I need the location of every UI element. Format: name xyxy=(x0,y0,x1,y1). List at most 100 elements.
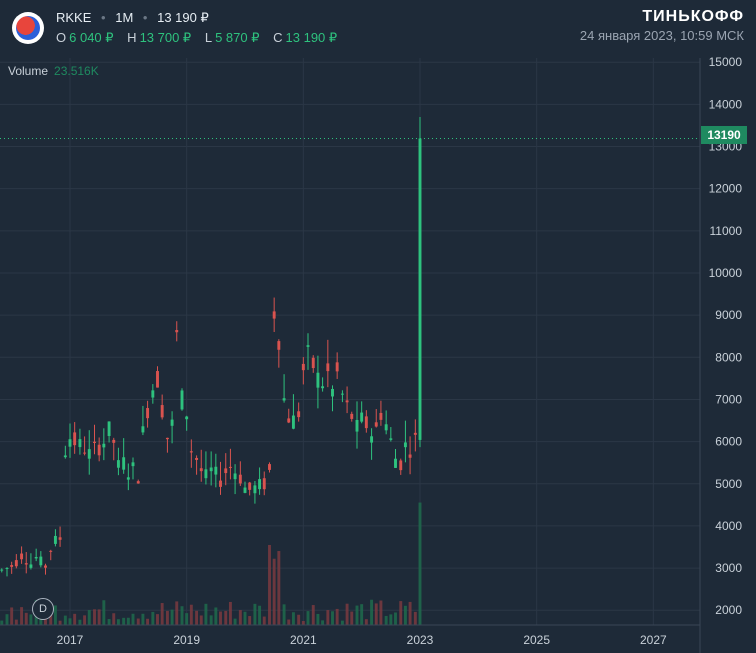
candle-body xyxy=(214,466,218,475)
candle-body xyxy=(228,466,232,468)
candle-body xyxy=(253,485,257,494)
candle-body xyxy=(10,565,14,567)
volume-bar xyxy=(170,609,174,625)
y-tick-label: 8000 xyxy=(715,350,742,364)
candle-body xyxy=(112,439,116,443)
candle-body xyxy=(14,560,18,567)
volume-bar xyxy=(331,611,334,625)
volume-bar xyxy=(126,617,130,625)
close-value: 13 190 ₽ xyxy=(285,30,338,45)
volume-bar xyxy=(53,605,57,625)
candle-body xyxy=(350,413,354,419)
candle-body xyxy=(287,418,291,423)
candle-body xyxy=(219,480,222,487)
volume-bar xyxy=(63,615,67,625)
candle-body xyxy=(403,442,407,448)
y-tick-label: 2000 xyxy=(715,603,742,617)
volume-bar xyxy=(146,618,150,625)
volume-bar xyxy=(248,616,252,625)
candle-body xyxy=(199,468,203,472)
candle-body xyxy=(243,487,247,493)
candle-body xyxy=(268,464,271,470)
separator-dot: • xyxy=(142,10,148,25)
candle-body xyxy=(165,437,169,440)
dividend-badge[interactable]: D xyxy=(32,598,54,620)
volume-bar xyxy=(272,558,276,625)
candle-body xyxy=(355,419,359,432)
x-tick-label: 2023 xyxy=(407,633,434,647)
candle-body xyxy=(24,563,28,565)
candle-body xyxy=(63,455,67,458)
volume-bars xyxy=(0,502,422,625)
volume-bar xyxy=(389,614,393,625)
candle-body xyxy=(131,462,135,467)
volume-bar xyxy=(384,615,388,625)
candle-body xyxy=(399,460,403,471)
candle-body xyxy=(370,436,374,443)
candle-body xyxy=(340,393,344,395)
candle-body xyxy=(73,432,77,446)
volume-label: Volume xyxy=(8,64,49,78)
candle-body xyxy=(335,362,339,372)
chart-grid xyxy=(0,58,700,625)
volume-bar xyxy=(394,612,397,625)
volume-bar xyxy=(116,619,120,625)
volume-bar xyxy=(97,609,101,625)
candle-body xyxy=(107,421,111,436)
candle-body xyxy=(248,482,252,490)
high-key: H xyxy=(127,30,137,45)
low-key: L xyxy=(204,30,213,45)
candle-body xyxy=(394,458,397,468)
y-tick-label: 9000 xyxy=(715,308,742,322)
candle-body xyxy=(122,457,126,470)
volume-bar xyxy=(238,610,242,625)
volume-bar xyxy=(291,612,295,625)
candle-body xyxy=(39,556,43,566)
volume-bar xyxy=(311,605,315,625)
candle-body xyxy=(156,371,159,388)
candle-body xyxy=(49,550,53,552)
candle-body xyxy=(238,474,242,484)
y-tick-label: 3000 xyxy=(715,561,742,575)
candle-body xyxy=(364,416,368,429)
x-tick-label: 2019 xyxy=(173,633,200,647)
volume-bar xyxy=(141,613,145,625)
candle-body xyxy=(326,363,330,372)
symbol[interactable]: RKKE xyxy=(56,10,92,25)
volume-bar xyxy=(219,611,222,625)
volume-bar xyxy=(413,611,417,625)
candle-body xyxy=(5,568,9,570)
open-value: 6 040 ₽ xyxy=(69,30,114,45)
candle-body xyxy=(345,400,349,403)
candle-body xyxy=(44,565,47,568)
x-tick-label: 2027 xyxy=(640,633,667,647)
candle-body xyxy=(379,412,383,420)
candle-body xyxy=(126,477,130,480)
volume-bar xyxy=(253,603,257,625)
volume-bar xyxy=(277,551,281,625)
volume-bar xyxy=(68,618,72,625)
volume-bar xyxy=(214,607,218,625)
volume-bar xyxy=(335,608,339,625)
y-tick-label: 14000 xyxy=(709,97,743,111)
candle-body xyxy=(413,432,417,435)
volume-bar xyxy=(29,614,33,625)
y-tick-label: 15000 xyxy=(709,55,743,69)
candle-body xyxy=(301,363,305,371)
volume-bar xyxy=(0,620,4,625)
candle-body xyxy=(297,411,301,418)
volume-bar xyxy=(87,610,91,625)
volume-bar xyxy=(399,601,403,625)
candle-body xyxy=(258,479,262,490)
interval[interactable]: 1M xyxy=(115,10,134,25)
y-tick-label: 5000 xyxy=(715,477,742,491)
volume-bar xyxy=(160,603,164,625)
candle-body xyxy=(78,439,82,448)
candle-body xyxy=(34,556,38,559)
volume-bar xyxy=(370,599,374,625)
candle-body xyxy=(93,441,96,444)
candle-body xyxy=(58,537,62,540)
volume-bar xyxy=(243,611,247,625)
volume-bar xyxy=(5,614,9,625)
